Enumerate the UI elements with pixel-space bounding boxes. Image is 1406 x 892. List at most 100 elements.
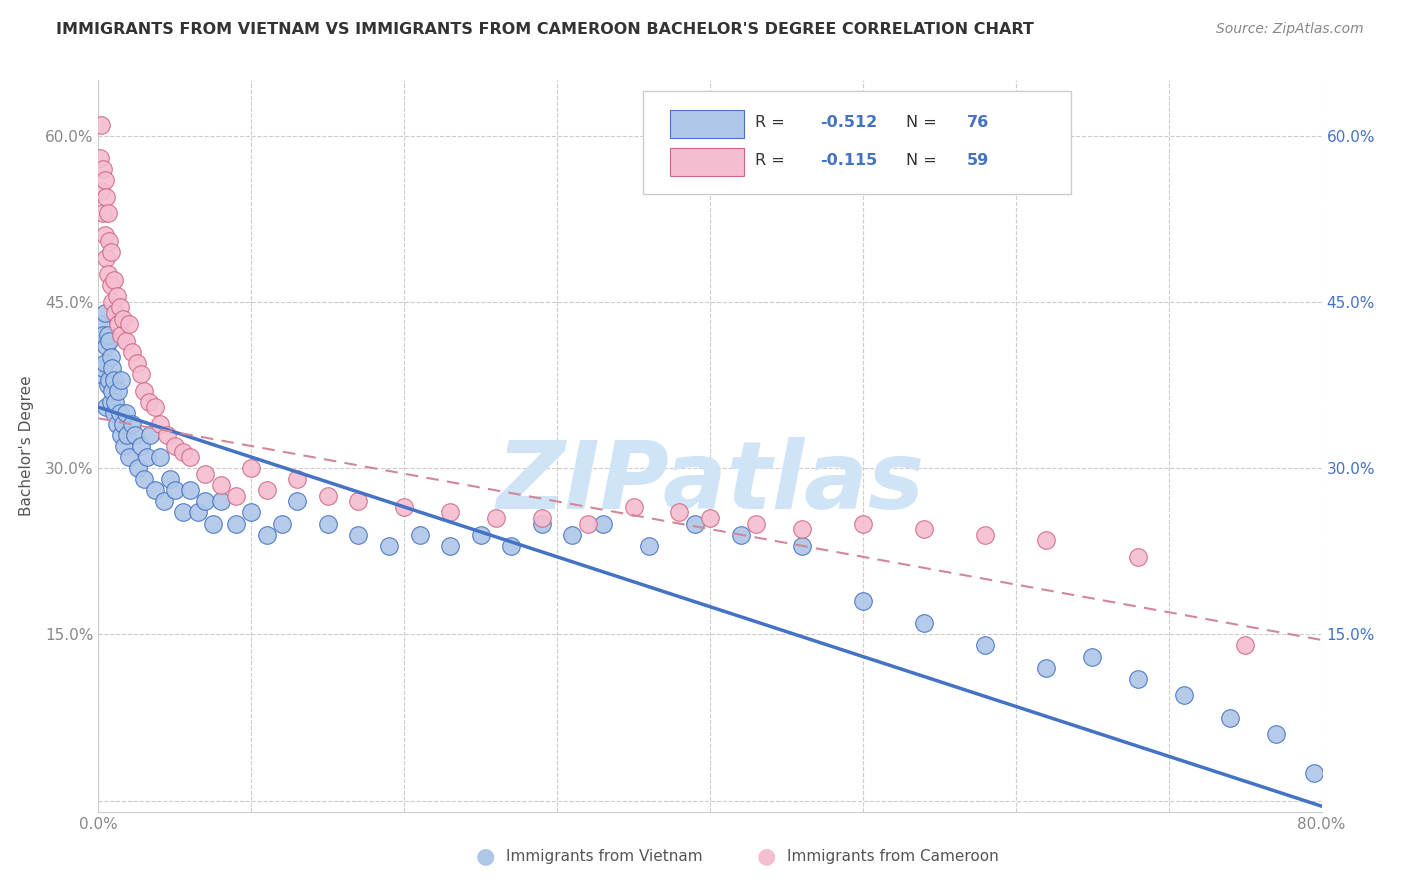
Point <box>100 245 122 260</box>
Point <box>392 500 416 514</box>
Point <box>1081 649 1104 664</box>
Text: ●: ● <box>756 847 776 866</box>
Point <box>163 439 186 453</box>
Point <box>110 328 132 343</box>
Point <box>974 527 997 541</box>
Point <box>974 639 997 653</box>
Point <box>103 406 125 420</box>
Point <box>105 417 128 431</box>
Point <box>115 334 138 348</box>
Point <box>347 527 370 541</box>
Point <box>912 522 935 536</box>
Point <box>470 527 492 541</box>
Point <box>668 506 690 520</box>
Point <box>94 189 117 203</box>
Point <box>91 161 114 176</box>
Text: R =: R = <box>755 153 790 169</box>
Point <box>93 173 115 187</box>
Point <box>97 206 120 220</box>
Point <box>1128 672 1150 686</box>
Text: Source: ZipAtlas.com: Source: ZipAtlas.com <box>1216 22 1364 37</box>
Point <box>225 489 247 503</box>
Text: N =: N = <box>905 115 942 130</box>
Point <box>790 522 813 536</box>
Point <box>256 483 278 498</box>
Point <box>108 406 131 420</box>
Point <box>90 118 112 132</box>
Point <box>530 516 553 531</box>
Point <box>156 428 179 442</box>
Point <box>852 594 875 608</box>
Point <box>93 228 115 243</box>
Y-axis label: Bachelor's Degree: Bachelor's Degree <box>18 376 34 516</box>
Point <box>790 539 813 553</box>
Point <box>98 334 121 348</box>
Point <box>90 184 112 198</box>
Point <box>110 428 132 442</box>
Point <box>138 394 160 409</box>
Point <box>163 483 186 498</box>
Point <box>107 384 129 398</box>
Point <box>347 494 370 508</box>
Point <box>485 511 508 525</box>
Point <box>115 406 138 420</box>
Point <box>124 428 146 442</box>
Text: Immigrants from Cameroon: Immigrants from Cameroon <box>787 849 1000 863</box>
Point <box>408 527 430 541</box>
Point <box>103 273 125 287</box>
Point <box>439 506 461 520</box>
Point <box>89 367 111 381</box>
Point <box>97 378 120 392</box>
Point <box>105 289 128 303</box>
Point <box>1234 639 1257 653</box>
Point <box>683 516 706 531</box>
Text: IMMIGRANTS FROM VIETNAM VS IMMIGRANTS FROM CAMEROON BACHELOR'S DEGREE CORRELATIO: IMMIGRANTS FROM VIETNAM VS IMMIGRANTS FR… <box>56 22 1035 37</box>
Point <box>93 306 115 320</box>
Point <box>112 439 135 453</box>
Point <box>129 439 152 453</box>
Point <box>108 301 131 315</box>
Point <box>139 428 162 442</box>
Point <box>101 361 124 376</box>
Point <box>153 494 176 508</box>
Point <box>1303 766 1326 780</box>
Point <box>101 384 124 398</box>
Point <box>93 356 115 370</box>
Point <box>98 234 121 248</box>
Text: 59: 59 <box>967 153 990 169</box>
Point <box>101 294 124 309</box>
Point <box>699 511 721 525</box>
Point <box>149 450 172 464</box>
Point <box>90 317 112 331</box>
Point <box>121 344 143 359</box>
Point <box>1219 710 1241 724</box>
Point <box>225 516 247 531</box>
Point <box>316 489 339 503</box>
Point <box>1128 549 1150 564</box>
Point <box>143 401 166 415</box>
Point <box>94 251 117 265</box>
Point <box>117 428 139 442</box>
Point <box>623 500 645 514</box>
Point <box>172 444 194 458</box>
Point <box>111 311 134 326</box>
Point <box>89 151 111 165</box>
Point <box>91 206 114 220</box>
Point <box>136 450 159 464</box>
Point <box>94 401 117 415</box>
Point <box>745 516 768 531</box>
Text: ZIPatlas: ZIPatlas <box>496 436 924 529</box>
Point <box>270 516 292 531</box>
Point <box>179 483 201 498</box>
Text: N =: N = <box>905 153 942 169</box>
Point <box>121 417 143 431</box>
Text: ●: ● <box>475 847 495 866</box>
Text: Immigrants from Vietnam: Immigrants from Vietnam <box>506 849 703 863</box>
Point <box>100 278 122 293</box>
Point <box>134 472 156 486</box>
FancyBboxPatch shape <box>669 147 744 176</box>
Point <box>209 494 232 508</box>
Text: 76: 76 <box>967 115 990 130</box>
Point <box>172 506 194 520</box>
Point <box>912 616 935 631</box>
